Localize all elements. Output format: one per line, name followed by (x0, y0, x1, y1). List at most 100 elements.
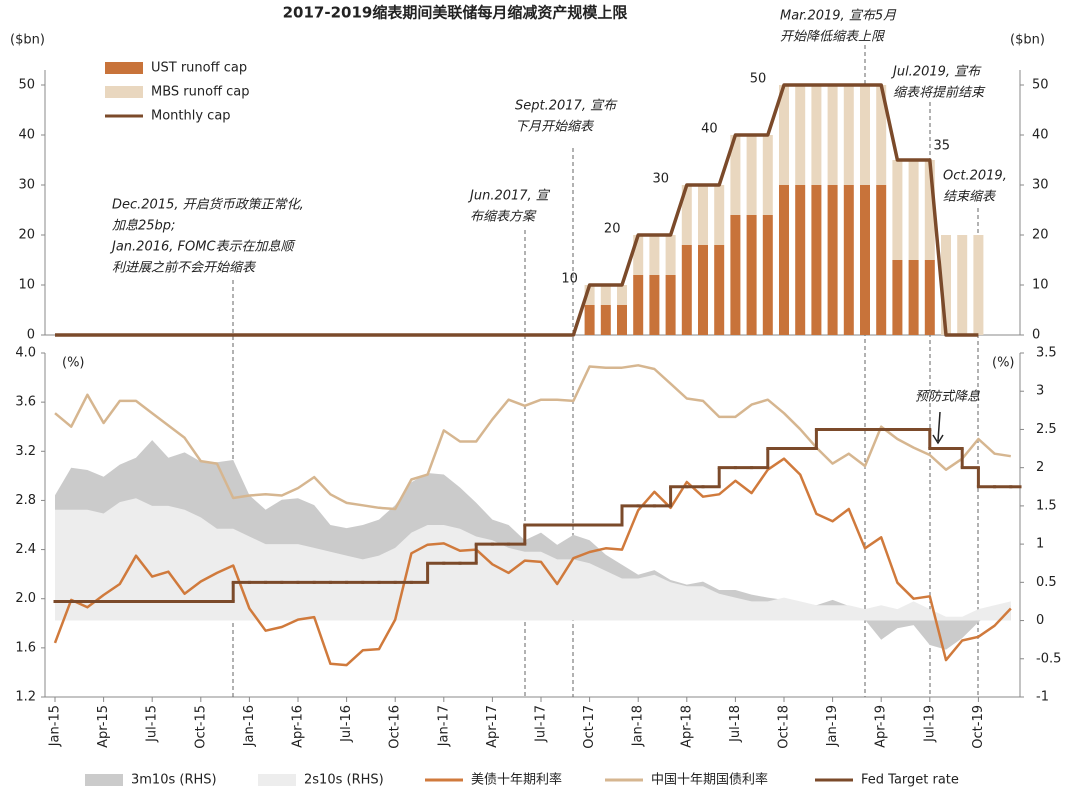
y-tick-label: 10 (18, 278, 35, 293)
bar (811, 185, 822, 335)
y2-tick-label: 10 (1032, 278, 1049, 293)
x-tick-label: Oct-19 (971, 705, 986, 749)
bar (746, 135, 757, 215)
legend-swatch (258, 774, 296, 786)
bar (617, 305, 627, 335)
legend-label: 3m10s (RHS) (131, 773, 217, 788)
bar (762, 135, 773, 215)
x-tick-label: Jul-18 (728, 705, 743, 743)
legend-swatch (85, 774, 123, 786)
annotation: 缩表将提前结束 (893, 86, 986, 101)
y-tick-label: 2.8 (15, 493, 36, 508)
cap-line (55, 83, 979, 337)
x-tick-label: Oct-17 (582, 705, 597, 749)
legend-label: 美债十年期利率 (471, 772, 562, 788)
bar (600, 285, 611, 305)
bar (698, 185, 708, 245)
bar (649, 275, 660, 335)
y2-tick-label: 30 (1032, 178, 1049, 193)
annotation: Dec.2015, 开启货币政策正常化, (112, 198, 304, 213)
bar (714, 185, 725, 245)
y2-tick-label: 2 (1036, 460, 1044, 475)
bar (795, 185, 806, 335)
bar (827, 85, 838, 185)
y2-tick-label: 0.5 (1036, 575, 1057, 590)
bar (665, 235, 676, 275)
bar (860, 85, 870, 185)
annotation: 布缩表方案 (470, 210, 537, 225)
legend-label: 中国十年期国债利率 (651, 772, 768, 788)
y2-tick-label: 0 (1036, 613, 1044, 628)
x-tick-label: Jan-15 (48, 705, 63, 747)
y2-tick-label: -1 (1036, 690, 1049, 705)
x-tick-label: Jul-17 (534, 705, 549, 743)
x-tick-label: Jul-16 (339, 705, 354, 743)
cap-label: 10 (561, 272, 578, 287)
x-tick-label: Jan-16 (242, 705, 257, 747)
legend-label: Fed Target rate (861, 773, 959, 788)
x-tick-label: Apr-17 (485, 705, 500, 748)
bar (730, 215, 741, 335)
y2-tick-label: -0.5 (1036, 651, 1061, 666)
bar (584, 305, 595, 335)
cap-label: 50 (750, 72, 767, 87)
annotation: Jul.2019, 宣布 (890, 65, 982, 80)
y-tick-label: 2.4 (15, 542, 36, 557)
bar (779, 185, 789, 335)
x-tick-label: Apr-16 (291, 705, 306, 748)
y-tick-label: 50 (18, 78, 35, 93)
bar (698, 245, 708, 335)
y2-axis-label: (%) (992, 356, 1015, 371)
cap-label: 35 (934, 139, 951, 154)
legend-label: MBS runoff cap (151, 85, 250, 100)
legend-label: UST runoff cap (151, 61, 247, 76)
y-tick-label: 3.6 (15, 395, 36, 410)
x-tick-label: Jul-19 (922, 705, 937, 743)
bar (762, 215, 773, 335)
bar (876, 85, 887, 185)
bar (779, 85, 789, 185)
bar (941, 235, 951, 335)
x-tick-label: Oct-16 (388, 705, 403, 749)
bar (924, 260, 935, 335)
x-tick-label: Jan-19 (825, 705, 840, 747)
annotation: 加息25bp; (112, 218, 175, 234)
bar (843, 85, 854, 185)
y-axis-label: (%) (62, 356, 85, 371)
bar (795, 85, 806, 185)
line (53, 457, 1012, 667)
bar (730, 135, 741, 215)
cap-label: 30 (653, 172, 670, 187)
annotation: 开始降低缩表上限 (780, 30, 886, 45)
y2-tick-label: 3 (1036, 384, 1044, 399)
y-tick-label: 3.2 (15, 444, 36, 459)
y2-axis-label: ($bn) (1010, 33, 1045, 48)
y-tick-label: 0 (27, 328, 35, 343)
bar (908, 260, 919, 335)
x-tick-label: Oct-18 (777, 705, 792, 749)
y-axis-label: ($bn) (10, 33, 45, 48)
annotation: Oct.2019, (943, 169, 1007, 184)
y2-tick-label: 0 (1032, 328, 1040, 343)
y-tick-label: 4.0 (15, 346, 36, 361)
bar (876, 185, 887, 335)
cap-label: 40 (701, 122, 718, 137)
line (54, 364, 1011, 511)
bar (600, 305, 611, 335)
y2-tick-label: 1.5 (1036, 498, 1057, 513)
annotation: 结束缩表 (943, 190, 997, 205)
legend-label: 2s10s (RHS) (304, 773, 384, 788)
bar (892, 260, 903, 335)
bar (681, 245, 692, 335)
annotation: Jan.2016, FOMC表示在加息顺 (109, 239, 297, 255)
bar (892, 160, 903, 260)
y-tick-label: 2.0 (15, 591, 36, 606)
chart-title: 2017-2019缩表期间美联储每月缩减资产规模上限 (283, 4, 628, 22)
x-tick-label: Apr-18 (679, 705, 694, 748)
annotation: Jun.2017, 宣 (467, 189, 551, 204)
y2-tick-label: 1 (1036, 537, 1044, 552)
bar (633, 275, 644, 335)
x-tick-label: Apr-19 (874, 705, 889, 748)
y2-tick-label: 3.5 (1036, 346, 1057, 361)
